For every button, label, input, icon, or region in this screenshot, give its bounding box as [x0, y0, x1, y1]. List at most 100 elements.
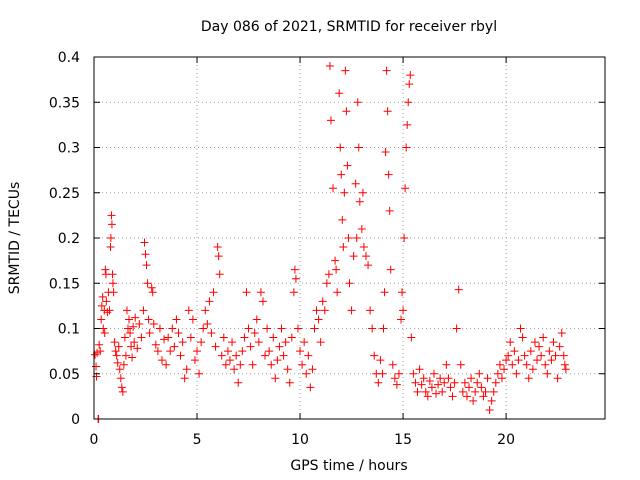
data-point	[370, 351, 379, 360]
data-point	[110, 338, 119, 347]
data-point	[314, 315, 323, 324]
data-point	[342, 107, 351, 116]
data-point	[392, 380, 401, 389]
data-point	[560, 360, 569, 369]
data-point	[287, 333, 296, 342]
data-point	[446, 383, 455, 392]
data-point	[522, 360, 531, 369]
data-point	[197, 338, 206, 347]
data-point	[344, 234, 353, 242]
data-point	[343, 161, 352, 170]
data-point	[318, 297, 327, 306]
data-point	[379, 324, 388, 333]
data-point	[214, 252, 223, 261]
data-point	[141, 250, 150, 259]
data-point	[500, 365, 509, 374]
data-point	[248, 360, 257, 369]
data-point	[366, 306, 375, 315]
data-point	[487, 396, 496, 405]
data-point	[549, 338, 558, 347]
data-point	[417, 380, 426, 389]
data-point	[399, 306, 408, 315]
data-point	[236, 360, 245, 369]
data-point	[119, 360, 128, 369]
data-point	[281, 338, 290, 347]
data-point	[493, 369, 502, 378]
data-point	[123, 324, 132, 333]
data-point	[269, 333, 278, 342]
data-point	[145, 329, 154, 338]
data-point	[516, 324, 525, 333]
data-point	[358, 188, 367, 197]
data-point	[209, 288, 218, 297]
data-point	[345, 279, 354, 288]
y-tick-label: 0.3	[58, 141, 80, 157]
axis-tick-labels: 0 0.05 0.1 0.15 0.2 0.25 0.3 0.35 0.4 0 5 10 15 20	[49, 50, 515, 448]
data-point	[335, 89, 344, 98]
data-point	[285, 378, 294, 387]
data-point	[553, 374, 562, 383]
data-point	[137, 333, 146, 342]
data-point	[148, 288, 157, 297]
data-point	[354, 143, 363, 152]
data-point	[275, 342, 284, 351]
data-point	[238, 347, 247, 356]
data-point	[228, 338, 237, 347]
data-point	[337, 170, 346, 179]
data-point	[116, 374, 125, 383]
data-point	[324, 270, 333, 279]
data-point	[352, 234, 361, 242]
data-point	[215, 270, 224, 279]
data-point	[539, 333, 548, 342]
data-point	[460, 378, 469, 387]
data-point	[477, 383, 486, 392]
data-point	[557, 329, 566, 338]
data-point	[300, 338, 309, 347]
data-point	[374, 378, 383, 387]
data-point	[537, 351, 546, 360]
x-tick-label: 5	[193, 432, 202, 448]
data-point	[349, 252, 358, 261]
x-tick-label: 20	[497, 432, 515, 448]
data-point	[483, 374, 492, 383]
data-point	[111, 347, 120, 356]
data-point	[97, 315, 106, 324]
data-point	[232, 351, 241, 360]
data-point	[254, 338, 263, 347]
data-point	[160, 335, 169, 344]
data-point	[400, 234, 409, 242]
data-point	[273, 356, 282, 365]
data-point	[157, 356, 166, 365]
data-point	[413, 387, 422, 396]
data-point	[450, 378, 459, 387]
data-point	[108, 270, 117, 279]
data-point	[205, 297, 214, 306]
x-axis-label: GPS time / hours	[290, 458, 407, 474]
data-point	[263, 324, 272, 333]
data-point	[147, 283, 156, 292]
data-point	[151, 340, 160, 349]
y-tick-label: 0.35	[49, 95, 80, 111]
data-point	[308, 365, 317, 374]
data-point	[149, 319, 158, 328]
data-point	[128, 353, 137, 362]
data-point	[357, 224, 366, 233]
data-point	[409, 369, 418, 378]
data-point	[112, 351, 121, 360]
data-point	[242, 288, 251, 297]
data-point	[491, 378, 500, 387]
data-point	[261, 351, 270, 360]
y-tick-label: 0.2	[58, 231, 80, 247]
data-point	[543, 369, 552, 378]
data-point	[404, 98, 413, 107]
data-point	[118, 387, 127, 396]
x-tick-label: 10	[291, 432, 309, 448]
data-point	[547, 356, 556, 365]
data-point	[291, 274, 300, 283]
data-point	[520, 351, 529, 360]
data-point	[419, 374, 428, 383]
data-point	[127, 342, 136, 351]
data-point	[115, 365, 124, 374]
data-point	[240, 333, 249, 342]
data-point	[306, 383, 315, 392]
